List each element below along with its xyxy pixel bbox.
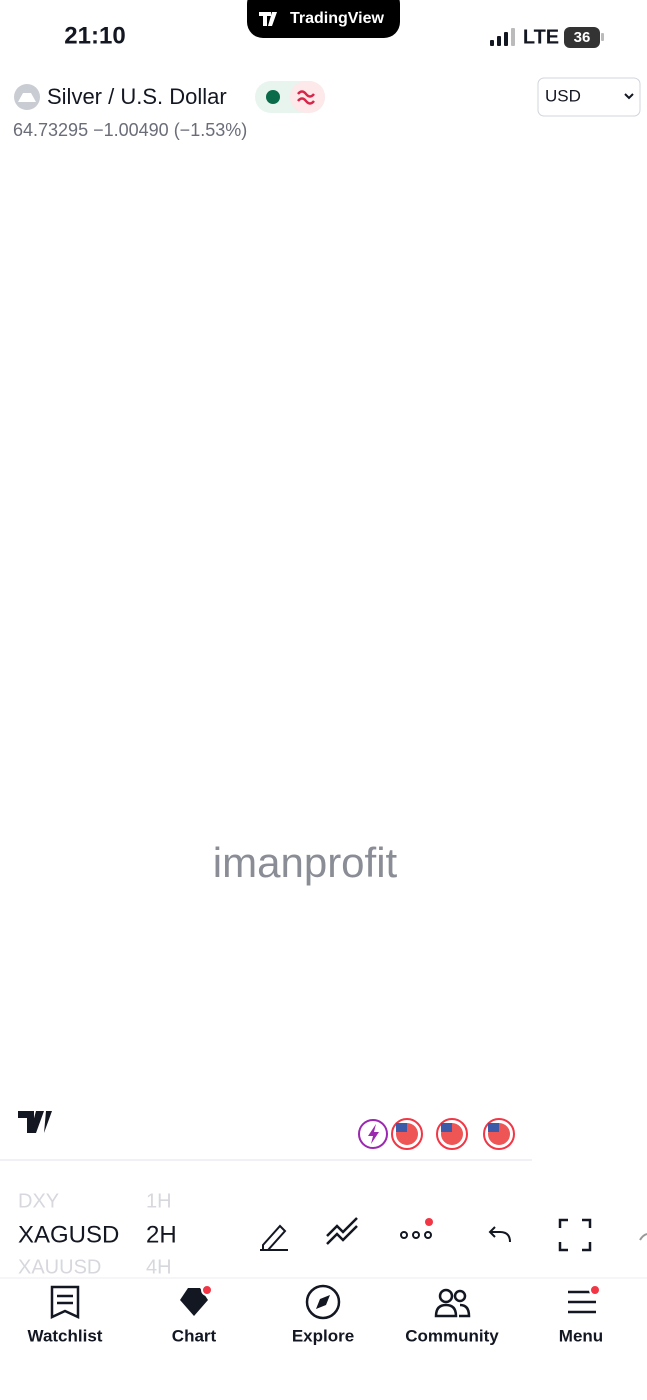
more-edge <box>639 1233 647 1241</box>
tv-watermark-logo <box>18 1111 52 1133</box>
currency: USD <box>545 86 581 105</box>
event-glyph <box>368 1124 379 1144</box>
community-icon[interactable] <box>434 1288 471 1318</box>
clock: 21:10 <box>64 22 125 49</box>
battery-tip <box>601 33 604 41</box>
app-pill <box>247 0 400 38</box>
explore-needle <box>316 1295 330 1309</box>
chart-dot <box>201 1284 213 1296</box>
fullscreen[interactable] <box>558 1218 592 1252</box>
quote-change-pct: (−1.53%) <box>174 120 248 140</box>
delayed-icon <box>297 90 315 105</box>
quote-change: −1.00490 <box>93 120 169 140</box>
undo[interactable] <box>488 1226 511 1243</box>
tab-label[interactable]: Community <box>405 1326 499 1345</box>
draw-tool[interactable] <box>260 1224 288 1251</box>
currency-select[interactable] <box>537 77 641 117</box>
chart-icon[interactable] <box>180 1288 208 1316</box>
tab-label[interactable]: Menu <box>559 1326 603 1345</box>
symbol-icon-glyph <box>18 93 36 102</box>
symbol[interactable]: XAGUSD <box>18 1221 119 1248</box>
more-tools[interactable] <box>400 1231 432 1239</box>
symbol-next: XAUUSD <box>18 1256 101 1278</box>
network: LTE <box>523 26 559 48</box>
tab-label[interactable]: Watchlist <box>28 1326 103 1345</box>
watermark: imanprofit <box>213 839 398 886</box>
trend-tool[interactable] <box>326 1217 358 1245</box>
watchlist-icon[interactable] <box>50 1285 80 1319</box>
interval-prev: 1H <box>146 1190 172 1212</box>
battery <box>564 27 600 48</box>
chevron <box>624 93 634 100</box>
signal <box>490 28 515 46</box>
notify-dot <box>425 1218 433 1226</box>
app-name: TradingView <box>290 10 385 27</box>
explore-icon[interactable] <box>305 1284 341 1320</box>
interval-next: 4H <box>146 1256 172 1278</box>
market-open-dot <box>266 90 280 104</box>
quote: 64.73295 −1.00490 (−1.53%) <box>13 120 247 140</box>
menu-dot <box>589 1284 601 1296</box>
symbol-name[interactable]: Silver / U.S. Dollar <box>47 84 227 109</box>
tab-label[interactable]: Chart <box>172 1326 217 1345</box>
battery-level: 36 <box>574 29 591 46</box>
symbol-prev: DXY <box>18 1190 59 1212</box>
tv-logo <box>259 12 277 26</box>
quote-last: 64.73295 <box>13 120 88 140</box>
flag-events[interactable] <box>391 1118 515 1150</box>
tab-label[interactable]: Explore <box>292 1326 354 1345</box>
interval[interactable]: 2H <box>146 1221 177 1248</box>
